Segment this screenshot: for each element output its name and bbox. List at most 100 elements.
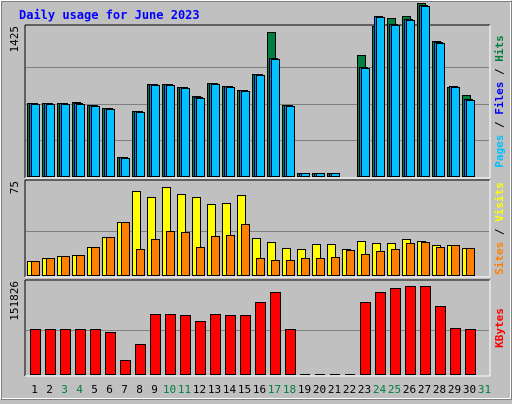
bar-sites-day-28 (436, 247, 445, 276)
bar-sites-day-29 (451, 245, 460, 276)
bar-pages-day-8 (136, 112, 145, 177)
bar-pages-day-16 (256, 75, 265, 177)
x-tick-day-15: 15 (238, 383, 251, 396)
x-tick-day-9: 9 (151, 383, 158, 396)
x-tick-day-3: 3 (61, 383, 68, 396)
bar-sites-day-27 (421, 242, 430, 276)
bar-pages-day-30 (466, 100, 475, 177)
x-tick-day-23: 23 (358, 383, 371, 396)
bar-kbytes-day-14 (225, 315, 236, 375)
x-tick-day-18: 18 (283, 383, 296, 396)
bar-kbytes-day-5 (90, 329, 101, 375)
x-tick-day-31: 31 (478, 383, 491, 396)
bar-kbytes-day-27 (420, 286, 431, 375)
bar-kbytes-day-28 (435, 306, 446, 375)
bar-sites-day-24 (376, 251, 385, 276)
panel-kbytes: 151826 KBytes (8, 279, 506, 377)
bar-kbytes-day-10 (165, 314, 176, 375)
panel-visits-ymax-label: 75 (8, 181, 21, 194)
bar-pages-day-7 (121, 158, 130, 177)
x-tick-day-2: 2 (46, 383, 53, 396)
x-tick-day-28: 28 (433, 383, 446, 396)
bar-kbytes-day-29 (450, 328, 461, 375)
bar-pages-day-2 (46, 104, 55, 177)
bar-sites-day-26 (406, 243, 415, 276)
legend-label: / (493, 115, 506, 135)
bar-sites-day-10 (166, 231, 175, 276)
bar-pages-day-10 (166, 85, 175, 177)
x-tick-day-11: 11 (178, 383, 191, 396)
x-tick-day-4: 4 (76, 383, 83, 396)
x-tick-day-16: 16 (253, 383, 266, 396)
bar-pages-day-24 (376, 17, 385, 177)
x-tick-day-8: 8 (136, 383, 143, 396)
legend-label: Sites (493, 242, 506, 275)
bar-kbytes-day-30 (465, 329, 476, 375)
x-tick-day-7: 7 (121, 383, 128, 396)
x-tick-day-30: 30 (463, 383, 476, 396)
bar-pages-day-26 (406, 20, 415, 177)
bar-pages-day-20 (316, 173, 325, 177)
bar-sites-day-16 (256, 258, 265, 276)
bar-sites-day-2 (46, 258, 55, 276)
x-axis: 1 2 3 4 5 6 7 8 9 10 11 12 13 14 15 16 17 18 19 20 21 22 23 24 2… (31, 383, 491, 396)
bar-sites-day-18 (286, 260, 295, 276)
bar-kbytes-day-3 (60, 329, 71, 375)
bar-pages-day-14 (226, 87, 235, 177)
bar-sites-day-4 (76, 255, 85, 276)
panels-layer: 1425 Pages / Files / Hits 75 Sites / Visits… (8, 3, 506, 377)
bar-sites-day-25 (391, 249, 400, 276)
bar-kbytes-day-7 (120, 360, 131, 375)
panel-hits-legend: Pages / Files / Hits (493, 35, 506, 168)
panel-kbytes-ymax-label: 151826 (8, 281, 21, 321)
panel-visits-legend: Sites / Visits (493, 182, 506, 275)
bar-sites-day-21 (331, 257, 340, 276)
bar-sites-day-6 (106, 237, 115, 276)
chart-title: Daily usage for June 2023 (19, 8, 200, 22)
bar-pages-day-23 (361, 68, 370, 177)
bar-sites-day-1 (31, 261, 40, 276)
bar-pages-day-9 (151, 85, 160, 177)
bar-pages-day-15 (241, 91, 250, 177)
bar-pages-day-27 (421, 6, 430, 177)
x-tick-day-24: 24 (373, 383, 387, 396)
bar-sites-day-8 (136, 249, 145, 276)
bar-kbytes-day-9 (150, 314, 161, 375)
bar-kbytes-day-1 (30, 329, 41, 375)
x-tick-day-20: 20 (313, 383, 326, 396)
bar-pages-day-12 (196, 98, 205, 177)
bar-kbytes-day-4 (75, 329, 86, 375)
x-tick-day-25: 25 (388, 383, 401, 396)
x-tick-day-14: 14 (223, 383, 237, 396)
bar-kbytes-day-15 (240, 315, 251, 375)
bar-sites-day-12 (196, 247, 205, 276)
bar-kbytes-day-11 (180, 315, 191, 375)
bar-sites-day-3 (61, 256, 70, 276)
bar-sites-day-11 (181, 232, 190, 276)
bar-kbytes-day-6 (105, 332, 116, 375)
bar-pages-day-18 (286, 106, 295, 177)
bar-sites-day-5 (91, 247, 100, 276)
bar-sites-day-14 (226, 235, 235, 276)
bar-pages-day-6 (106, 109, 115, 177)
bar-sites-day-23 (361, 254, 370, 276)
bar-kbytes-day-12 (195, 321, 206, 375)
bar-pages-day-19 (301, 173, 310, 177)
x-tick-day-5: 5 (91, 383, 98, 396)
panel-visits: 75 Sites / Visits (8, 179, 506, 278)
x-tick-day-29: 29 (448, 383, 461, 396)
bar-pages-day-29 (451, 87, 460, 177)
bar-kbytes-day-18 (285, 329, 296, 375)
bar-kbytes-day-16 (255, 302, 266, 375)
bar-kbytes-day-13 (210, 314, 221, 375)
bar-pages-day-3 (61, 104, 70, 177)
bar-kbytes-day-25 (390, 288, 401, 375)
bar-sites-day-22 (346, 250, 355, 276)
bar-sites-day-9 (151, 239, 160, 276)
bar-pages-day-1 (31, 104, 40, 177)
panel-hits: 1425 Pages / Files / Hits (8, 3, 506, 179)
bar-kbytes-day-23 (360, 302, 371, 375)
bar-pages-day-21 (331, 173, 340, 177)
panel-kbytes-legend: KBytes (493, 308, 506, 348)
bar-kbytes-day-2 (45, 329, 56, 375)
